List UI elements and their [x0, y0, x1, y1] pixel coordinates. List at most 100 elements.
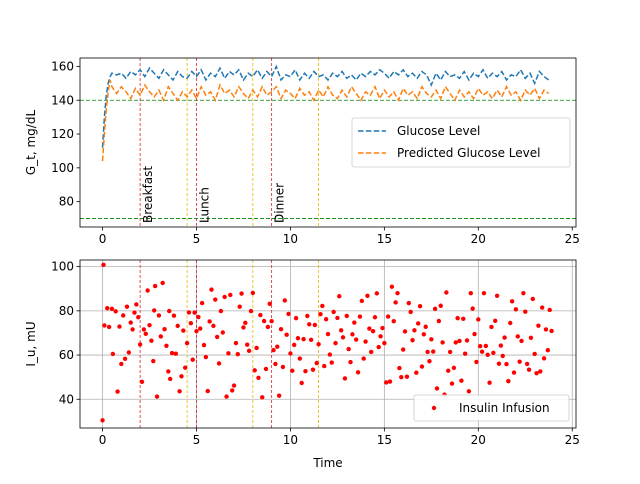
y-tick-label: 100 [51, 260, 74, 274]
y-tick-label: 160 [51, 59, 74, 73]
data-point [119, 361, 124, 367]
y-tick-label: 80 [59, 304, 74, 318]
data-point [147, 323, 152, 328]
data-point [113, 309, 118, 314]
axes-frame [79, 57, 577, 228]
data-point [457, 338, 462, 344]
x-tick-label: 25 [565, 232, 580, 246]
x-tick-label: 5 [193, 433, 201, 447]
axes-frame [79, 259, 577, 429]
data-point [173, 351, 179, 356]
data-point [474, 359, 479, 365]
data-point [322, 363, 327, 369]
data-point [254, 345, 259, 351]
data-point [110, 351, 116, 357]
data-point [171, 313, 177, 318]
data-point [117, 324, 122, 329]
data-point [248, 308, 254, 314]
data-point [395, 290, 400, 296]
x-tick-label: 5 [193, 232, 201, 246]
x-axis-label: Time [312, 456, 342, 470]
data-point [209, 287, 214, 292]
data-point [134, 302, 139, 307]
data-point [151, 358, 156, 364]
data-point [372, 315, 378, 320]
data-point [506, 378, 511, 384]
data-point [327, 352, 333, 357]
data-point [455, 315, 460, 321]
data-point [318, 311, 323, 317]
data-point [376, 344, 381, 350]
data-point [282, 298, 287, 303]
plot-1: Breakfast Lunch Dinner 0 5 10 15 20 25 80 100 120 14… [24, 57, 580, 246]
data-point [543, 327, 549, 332]
data-point [152, 308, 157, 313]
x-tick-label: 10 [283, 433, 298, 447]
data-point [278, 326, 284, 332]
x-tick-label: 15 [377, 232, 392, 246]
data-point [301, 336, 306, 342]
data-point [387, 379, 393, 384]
y-tick-label: 60 [59, 348, 74, 362]
data-point [481, 290, 487, 296]
data-point [323, 317, 329, 322]
data-point [222, 294, 227, 300]
data-point [487, 380, 492, 385]
data-point [432, 306, 438, 312]
data-point [235, 351, 241, 357]
meal-label: Breakfast [141, 166, 155, 223]
data-point [196, 314, 201, 320]
data-point [122, 356, 128, 362]
data-point [399, 374, 404, 380]
data-point [261, 318, 267, 324]
data-point [128, 320, 133, 325]
data-point [511, 370, 517, 375]
data-point [378, 334, 383, 339]
data-point [132, 310, 137, 315]
data-point [310, 367, 316, 372]
data-point [534, 370, 539, 376]
data-point [462, 351, 468, 356]
data-point [205, 388, 210, 394]
data-point [400, 347, 406, 352]
data-point [449, 381, 455, 386]
data-point [370, 328, 376, 334]
data-point [275, 344, 280, 349]
data-point [260, 395, 265, 400]
x-tick-label: 0 [99, 433, 107, 447]
data-point [167, 308, 172, 314]
data-point [479, 349, 485, 354]
data-point [380, 325, 385, 331]
data-point [427, 359, 432, 364]
meal-label: Lunch [197, 187, 211, 223]
data-point [468, 290, 473, 296]
data-point [276, 393, 282, 398]
data-point [290, 368, 295, 373]
data-point [267, 301, 272, 306]
data-point [214, 334, 220, 340]
x-tick-label: 10 [283, 232, 298, 246]
data-point [271, 347, 276, 353]
data-point [152, 283, 158, 289]
data-point [406, 300, 411, 306]
y-tick-label: 80 [59, 195, 74, 209]
data-point [346, 346, 351, 352]
data-point [183, 365, 188, 370]
legend-label: Predicted Glucose Level [397, 146, 540, 160]
data-point [391, 319, 396, 324]
data-point [402, 329, 408, 334]
data-point [231, 383, 237, 388]
data-point [491, 350, 496, 356]
data-point [308, 337, 314, 342]
data-point [256, 375, 261, 381]
data-point [154, 394, 160, 399]
data-point [425, 349, 430, 355]
data-point [213, 297, 218, 302]
data-point [175, 323, 180, 329]
data-point [192, 310, 197, 315]
data-point [139, 379, 145, 384]
data-point [545, 347, 551, 353]
data-point [100, 418, 105, 423]
data-point [335, 315, 340, 321]
data-point [218, 308, 224, 314]
